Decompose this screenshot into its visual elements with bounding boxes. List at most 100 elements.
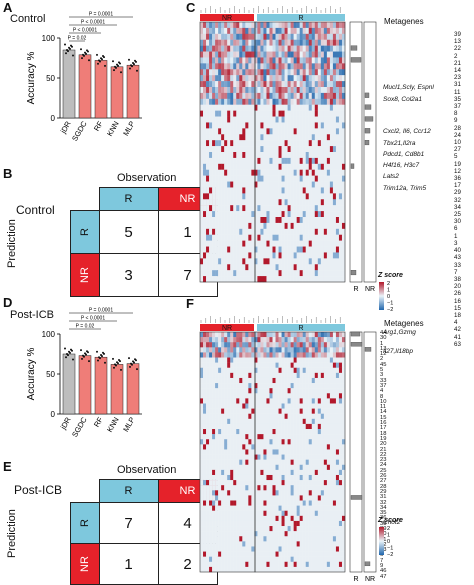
heat-cell (281, 27, 285, 35)
heat-cell (317, 152, 322, 159)
heat-cell (332, 388, 337, 394)
heat-cell (284, 556, 288, 562)
heat-cell (341, 561, 346, 568)
heat-cell (251, 388, 255, 394)
heat-cell (242, 63, 246, 70)
heat-cell (314, 510, 319, 517)
heat-cell (218, 367, 222, 374)
heat-cell (236, 264, 240, 271)
heat-cell (227, 490, 231, 496)
heat-cell (200, 372, 204, 379)
heat-cell (212, 332, 216, 338)
heat-cell (320, 342, 325, 348)
panel-a-title: Control (10, 13, 46, 25)
heat-cell (215, 51, 219, 58)
matrix-b-observation-label: Observation (117, 172, 177, 184)
heat-cell (320, 352, 325, 358)
heat-cell (236, 63, 240, 70)
heat-cell (314, 199, 319, 206)
heat-cell (314, 561, 319, 568)
heat-cell (257, 193, 261, 200)
heat-cell (236, 388, 240, 394)
heat-cell (314, 372, 319, 379)
heat-cell (293, 69, 297, 76)
heat-cell (314, 439, 319, 445)
heat-cell (284, 152, 288, 159)
heat-cell (302, 276, 306, 283)
heat-cell (242, 342, 246, 348)
heat-cell (263, 413, 267, 420)
heat-cell (311, 110, 315, 117)
heat-cell (284, 362, 288, 368)
heat-cell (272, 246, 276, 253)
heat-cell (200, 383, 204, 389)
heat-cell (245, 444, 249, 450)
heat-cell (236, 556, 240, 562)
heat-cell (224, 398, 228, 404)
heat-cell (242, 234, 246, 241)
heat-cell (335, 541, 340, 547)
heat-cell (332, 347, 337, 353)
heat-cell (308, 480, 312, 486)
heat-cell (221, 75, 225, 82)
heat-cell (284, 561, 288, 568)
heat-cell (275, 234, 279, 241)
heat-cell (302, 439, 306, 445)
heat-cell (308, 75, 312, 82)
heat-cell (281, 490, 285, 496)
heat-cell (293, 193, 297, 200)
heat-cell (221, 515, 225, 522)
heat-cell (200, 228, 204, 235)
heat-cell (299, 69, 303, 76)
heat-cell (212, 403, 216, 409)
heat-cell (200, 258, 204, 265)
heat-cell (269, 217, 273, 224)
heat-cell (206, 110, 210, 117)
heat-cell (221, 490, 225, 496)
heat-cell (248, 57, 252, 64)
heat-cell (275, 531, 279, 537)
heat-cell (236, 332, 240, 338)
heat-cell (257, 454, 261, 460)
heat-cell (290, 51, 294, 58)
data-dot (65, 356, 67, 359)
heat-cell (320, 252, 325, 259)
heat-cell (221, 337, 225, 343)
heat-cell (326, 459, 331, 465)
heat-cell (215, 444, 219, 450)
heat-cell (293, 199, 297, 206)
heat-cell (275, 140, 279, 147)
heat-cell (317, 22, 322, 29)
heat-cell (218, 566, 222, 573)
heat-cell (254, 205, 258, 212)
heat-cell (284, 175, 288, 182)
heat-cell (278, 439, 282, 445)
heat-cell (326, 57, 331, 64)
heat-cell (269, 485, 273, 491)
heat-cell (278, 388, 282, 394)
heat-cell (275, 98, 279, 105)
heat-cell (296, 169, 300, 176)
heat-cell (305, 342, 309, 348)
heat-cell (281, 362, 285, 368)
heat-cell (260, 561, 264, 568)
heat-cell (248, 388, 252, 394)
heat-cell (293, 140, 297, 147)
heat-cell (329, 122, 334, 129)
heat-cell (257, 362, 261, 368)
heat-cell (227, 211, 231, 218)
heat-cell (272, 439, 276, 445)
heat-cell (323, 157, 328, 165)
heat-cell (206, 104, 210, 111)
heat-cell (224, 332, 228, 338)
heat-cell (260, 57, 264, 64)
heat-cell (332, 526, 337, 532)
heat-cell (281, 454, 285, 460)
heat-cell (308, 181, 312, 188)
heat-cell (326, 246, 331, 253)
heat-cell (230, 536, 234, 542)
heat-cell (254, 63, 258, 70)
heat-cell (302, 110, 306, 117)
heat-cell (278, 51, 282, 58)
heat-cell (230, 63, 234, 70)
